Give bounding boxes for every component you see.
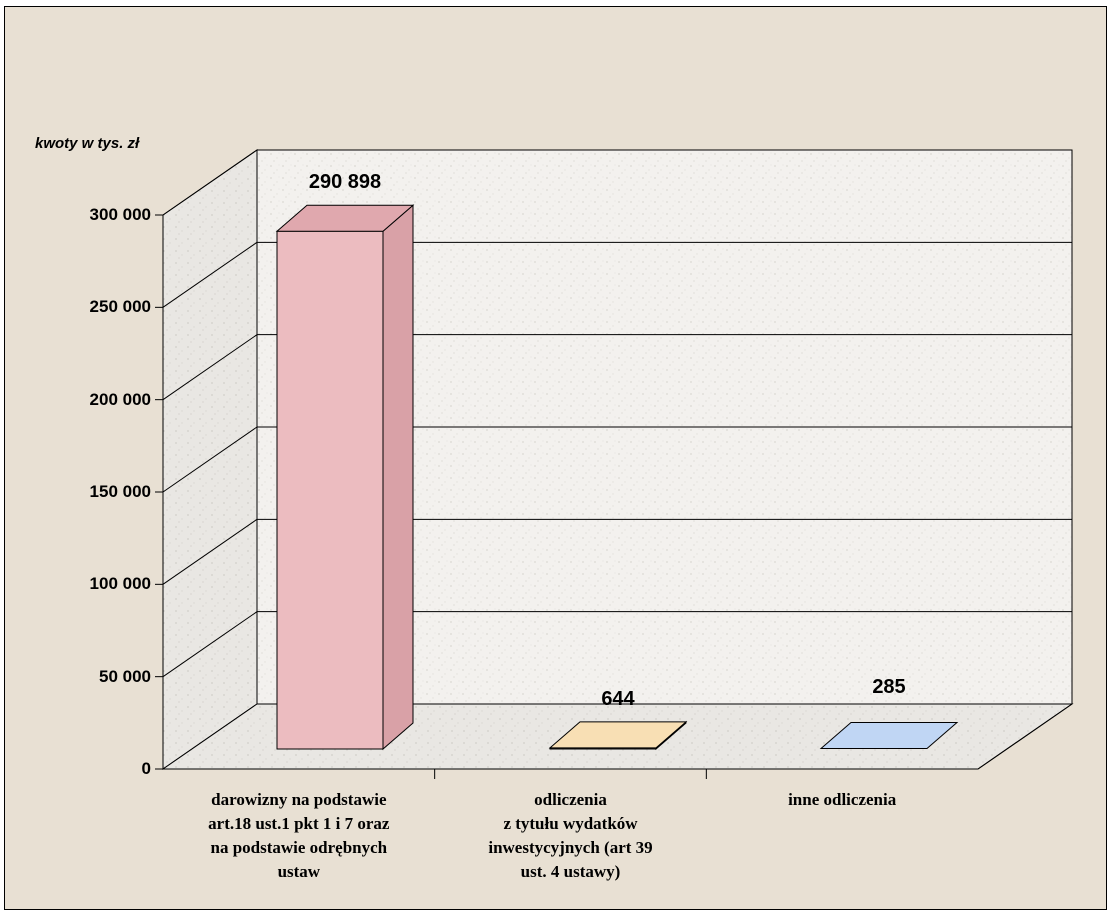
data-label: 644 bbox=[601, 687, 635, 710]
gridline-side bbox=[162, 241, 258, 308]
bar-top bbox=[548, 721, 688, 749]
gridline-side bbox=[162, 611, 258, 678]
y-axis-title: kwoty w tys. zł bbox=[35, 135, 140, 152]
y-tick-label: 0 bbox=[141, 759, 151, 778]
x-category-label: odliczenia z tytułu wydatków inwestycyjn… bbox=[488, 790, 653, 881]
data-label: 290 898 bbox=[308, 171, 382, 194]
bar-front bbox=[276, 230, 384, 750]
gridline-side bbox=[162, 334, 258, 401]
bar-top bbox=[819, 721, 959, 749]
bar bbox=[548, 720, 688, 751]
floor-edge bbox=[977, 703, 1073, 770]
y-tick-label: 50 000 bbox=[99, 666, 151, 686]
chart-frame: kwoty w tys. zł 0 50 000 100 000 150 000 200… bbox=[4, 6, 1107, 910]
gridline-side bbox=[162, 518, 258, 585]
x-category-label: inne odliczenia bbox=[788, 790, 897, 809]
y-tick-label: 250 000 bbox=[89, 297, 151, 317]
y-tick-label: 150 000 bbox=[89, 482, 151, 501]
bar-top bbox=[275, 204, 415, 232]
data-label: 285 bbox=[872, 676, 906, 699]
gridline-side bbox=[162, 149, 258, 216]
bar bbox=[819, 721, 959, 749]
y-tick-label: 200 000 bbox=[89, 389, 151, 409]
gridline-side bbox=[162, 426, 258, 493]
chart bbox=[155, 149, 1074, 779]
y-tick-label: 100 000 bbox=[89, 574, 151, 594]
bar-side bbox=[382, 204, 414, 751]
bar bbox=[275, 204, 415, 751]
y-tick-label: 300 000 bbox=[89, 205, 151, 224]
x-category-label: darowizny na podstawie art.18 ust.1 pkt … bbox=[208, 790, 390, 881]
